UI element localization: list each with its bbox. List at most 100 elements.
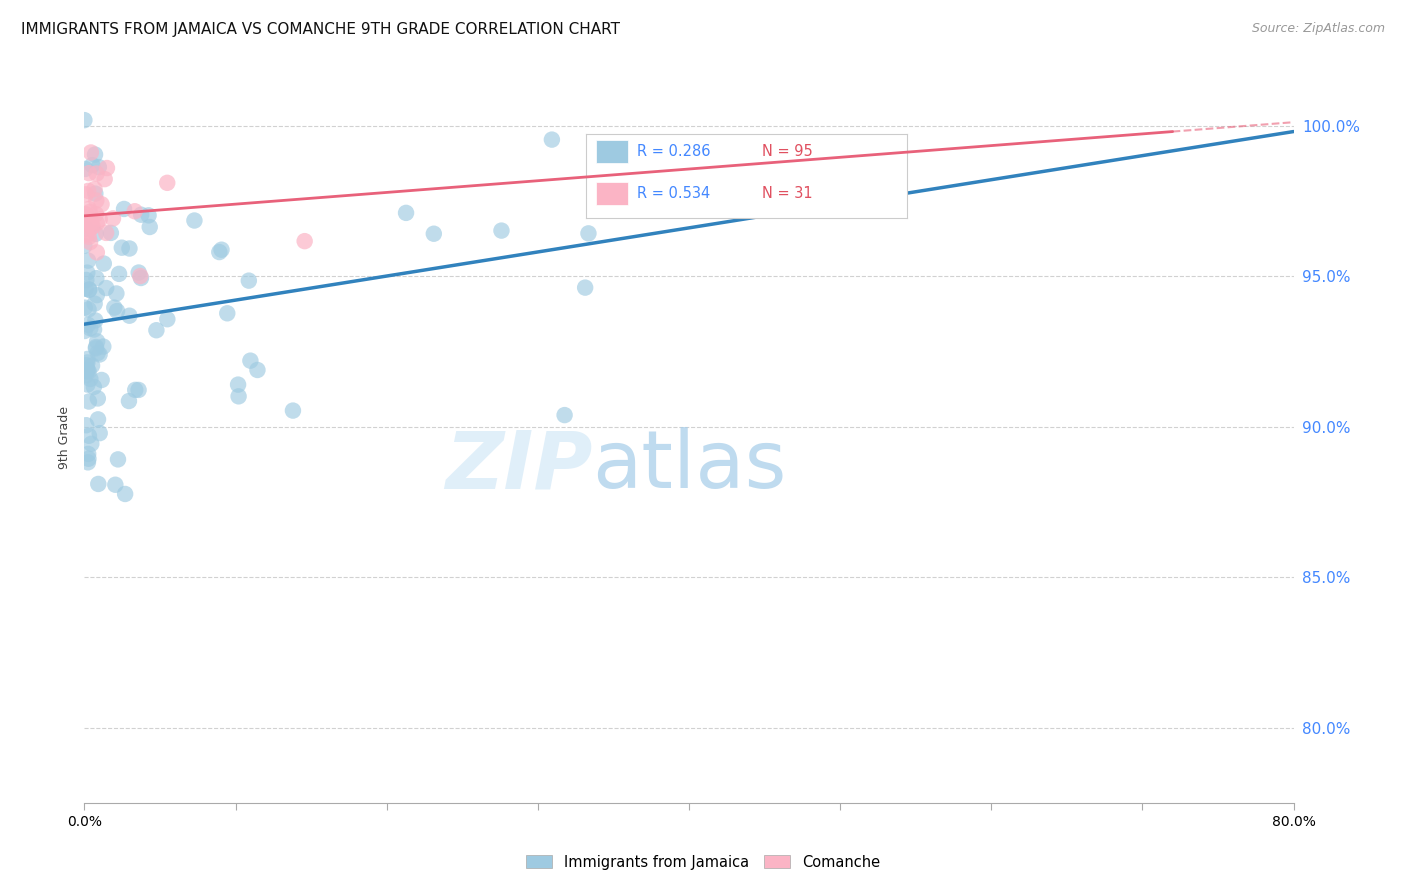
Point (75, 358, 97, 372)
Point (100, 226, 122, 240)
Point (76, 377, 98, 392)
Point (77, 216, 100, 230)
Point (75, 418, 97, 433)
Point (128, 383, 150, 397)
Point (226, 377, 249, 392)
Point (77, 318, 100, 332)
Point (75, 187, 97, 202)
Point (79, 321, 101, 335)
Point (105, 304, 128, 318)
Point (75, 221, 97, 235)
Point (156, 312, 179, 326)
Point (104, 477, 127, 491)
Point (103, 301, 125, 315)
Point (84, 186, 107, 201)
Point (246, 363, 269, 377)
Point (124, 383, 146, 397)
Point (83, 380, 105, 394)
Point (84, 147, 107, 161)
Point (294, 234, 316, 248)
Point (96, 281, 118, 295)
Point (89, 347, 111, 361)
Point (86, 271, 108, 285)
Point (118, 309, 141, 323)
Point (76, 355, 98, 369)
Point (138, 208, 160, 222)
Y-axis label: 9th Grade: 9th Grade (58, 406, 72, 468)
Point (79, 372, 101, 386)
Point (75, 161, 97, 176)
Point (87, 160, 110, 174)
Point (145, 323, 167, 337)
Point (107, 452, 129, 467)
Point (79, 205, 101, 219)
Point (128, 266, 150, 280)
Point (77, 184, 100, 198)
Point (77, 451, 100, 466)
Point (75, 273, 97, 287)
Point (138, 219, 160, 234)
Point (84, 342, 107, 356)
Point (82, 219, 104, 234)
Point (86, 288, 108, 302)
Text: atlas: atlas (592, 427, 786, 506)
Point (423, 227, 446, 241)
Point (578, 227, 600, 241)
Point (208, 245, 231, 260)
Point (83, 322, 105, 336)
Point (89, 212, 111, 227)
Point (86, 216, 108, 230)
Point (76, 363, 98, 377)
Point (86, 245, 108, 260)
Point (96, 161, 118, 175)
Point (73, 113, 96, 128)
Point (77, 283, 100, 297)
Point (76, 266, 98, 280)
Point (105, 286, 128, 301)
Point (93, 256, 115, 270)
Point (281, 403, 304, 417)
Point (574, 280, 596, 294)
Point (80, 220, 103, 235)
Point (129, 208, 152, 222)
Point (82, 158, 104, 172)
Point (101, 211, 124, 226)
Point (94, 226, 117, 240)
Point (80, 437, 103, 451)
Point (77, 202, 100, 216)
Point (89, 426, 111, 441)
Point (87, 477, 110, 491)
Point (91, 340, 114, 354)
Point (73, 324, 96, 338)
Point (77, 166, 100, 180)
Legend: Immigrants from Jamaica, Comanche: Immigrants from Jamaica, Comanche (520, 849, 886, 876)
Point (75, 211, 97, 225)
Point (554, 408, 576, 422)
Point (211, 243, 233, 257)
Point (80, 215, 103, 229)
Point (239, 353, 262, 368)
Point (84, 194, 107, 208)
Point (124, 204, 146, 219)
Point (541, 133, 564, 147)
Point (77, 302, 100, 317)
Point (87, 392, 110, 406)
Point (77, 447, 100, 461)
Point (75, 207, 97, 221)
Point (86, 167, 108, 181)
Point (108, 267, 131, 281)
Point (90, 197, 112, 211)
Point (238, 274, 260, 288)
Point (114, 487, 136, 501)
Point (75, 282, 97, 296)
Point (118, 242, 141, 256)
Point (118, 394, 141, 409)
Point (395, 206, 418, 220)
Text: IMMIGRANTS FROM JAMAICA VS COMANCHE 9TH GRADE CORRELATION CHART: IMMIGRANTS FROM JAMAICA VS COMANCHE 9TH … (21, 22, 620, 37)
Point (79, 235, 101, 249)
Point (129, 271, 152, 285)
Point (77, 364, 100, 378)
Point (84, 340, 107, 354)
Point (84, 313, 107, 327)
Point (84, 227, 107, 241)
